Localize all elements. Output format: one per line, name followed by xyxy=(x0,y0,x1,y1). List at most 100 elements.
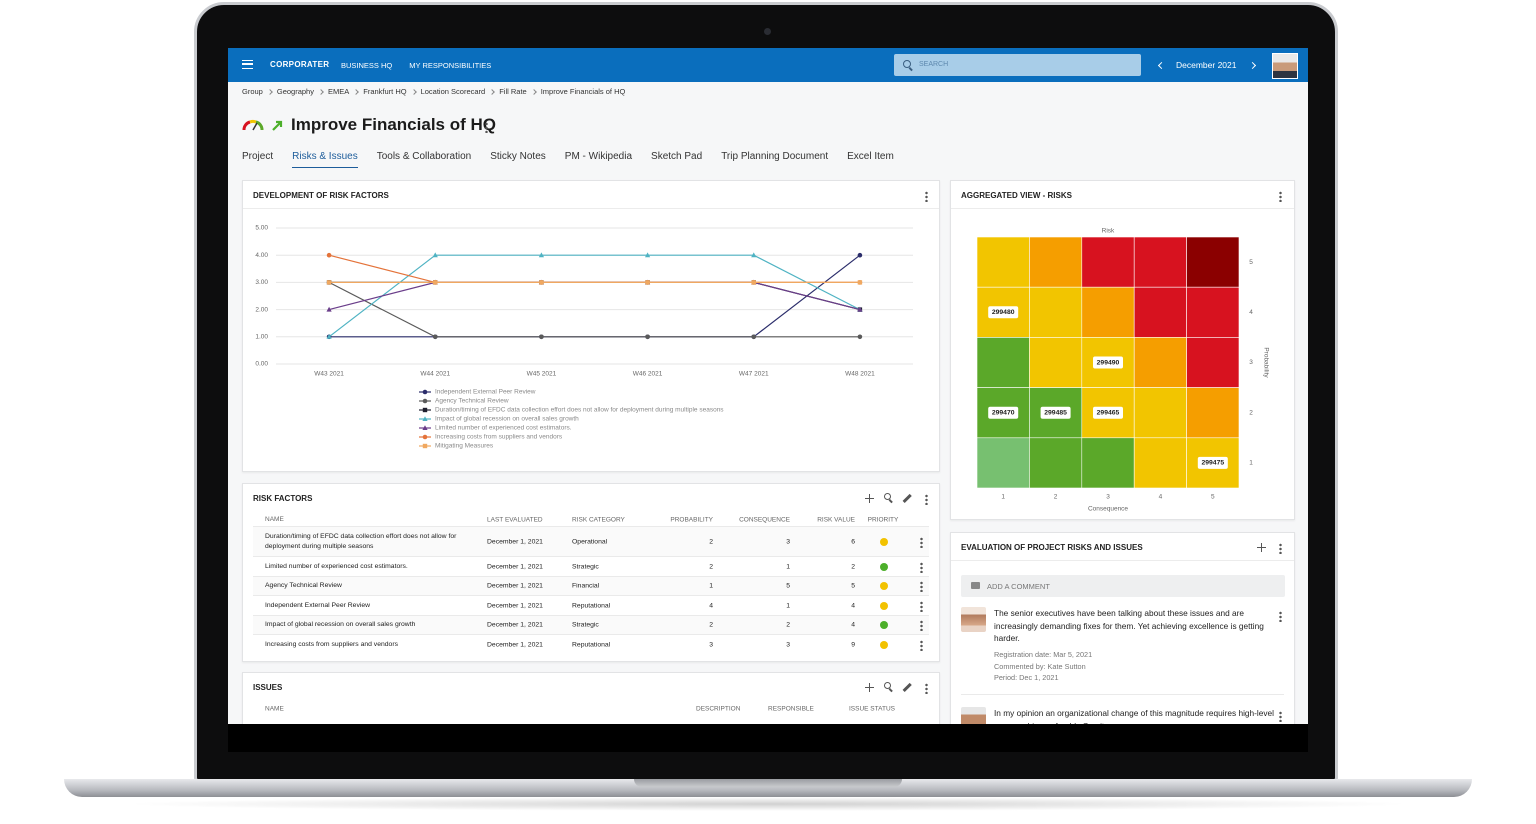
x-tick-label: W47 2021 xyxy=(739,371,769,378)
table-row[interactable]: Duration/timing of EFDC data collection … xyxy=(253,526,929,557)
table-row[interactable]: Increasing costs from suppliers and vend… xyxy=(253,634,929,655)
heat-cell xyxy=(1133,236,1187,288)
issues-panel: ISSUES NAME DESCRIPTION RESPONSIBLE ISSUE S… xyxy=(242,672,940,724)
risk-factors-panel: RISK FACTORS NAME LAST EVALUATED RISK CATE… xyxy=(242,483,940,662)
tab[interactable]: Excel Item xyxy=(847,151,894,162)
x-tick-label: W46 2021 xyxy=(633,371,663,378)
table-cell: Impact of global recession on overall sa… xyxy=(265,621,416,629)
x-tick-label: 3 xyxy=(1106,494,1110,501)
heat-cell xyxy=(1186,337,1240,388)
table-cell: 5 xyxy=(851,582,855,590)
table-row[interactable]: Limited number of experienced cost estim… xyxy=(253,556,929,577)
panel-menu[interactable] xyxy=(1279,543,1282,554)
row-menu[interactable] xyxy=(920,581,923,593)
table-cell: Duration/timing of EFDC data collection … xyxy=(265,533,457,550)
add-button[interactable] xyxy=(865,683,874,692)
row-menu[interactable] xyxy=(920,537,923,548)
y-tick-label: 1.00 xyxy=(255,334,268,341)
search-button[interactable] xyxy=(884,493,891,500)
table-cell: 3 xyxy=(786,538,790,546)
data-point xyxy=(539,280,544,285)
row-menu[interactable] xyxy=(920,639,923,651)
row-menu[interactable] xyxy=(920,561,923,573)
separator xyxy=(353,88,360,95)
period[interactable]: December 2021 xyxy=(1176,60,1237,70)
x-tick-label: W45 2021 xyxy=(527,371,557,378)
tab[interactable]: Sticky Notes xyxy=(490,151,546,162)
comment-menu[interactable] xyxy=(1279,711,1282,722)
table-cell: 2 xyxy=(786,621,790,629)
x-axis-label: Consequence xyxy=(1088,506,1128,513)
nav-item[interactable]: BUSINESS HQ xyxy=(341,61,393,70)
table-cell: 4 xyxy=(851,602,855,610)
table-row[interactable]: Independent External Peer Review December… xyxy=(253,595,929,616)
comment-avatar xyxy=(961,607,986,632)
heat-cell xyxy=(976,236,1030,288)
breadcrumb-item[interactable]: Geography xyxy=(276,87,314,96)
comment-detail: Registration date: Mar 5, 2021 xyxy=(994,650,1093,659)
tab[interactable]: Sketch Pad xyxy=(651,151,703,162)
next-period[interactable] xyxy=(1248,61,1257,70)
breadcrumb-item[interactable]: EMEA xyxy=(327,87,350,96)
tab[interactable]: PM - Wikipedia xyxy=(564,151,633,162)
panel-menu[interactable] xyxy=(1279,191,1282,202)
title-menu[interactable] xyxy=(485,122,488,133)
panel-menu[interactable] xyxy=(925,494,928,505)
laptop-notch xyxy=(634,779,902,787)
heat-cell xyxy=(1133,387,1187,439)
search-button[interactable] xyxy=(884,682,891,689)
table-cell: Agency Technical Review xyxy=(265,582,342,590)
table-row[interactable]: Agency Technical Review December 1, 2021 F… xyxy=(253,575,929,596)
panel-title: AGGREGATED VIEW - RISKS xyxy=(961,191,1072,200)
nav-item[interactable]: MY RESPONSIBILITIES xyxy=(409,61,492,70)
breadcrumb-item[interactable]: Location Scorecard xyxy=(420,87,486,96)
legend-marker xyxy=(422,407,428,413)
panel-title: EVALUATION OF PROJECT RISKS AND ISSUES xyxy=(961,543,1143,552)
cell-label: 299470 xyxy=(992,409,1015,416)
breadcrumb-item[interactable]: Fill Rate xyxy=(499,87,527,96)
tab[interactable]: Trip Planning Document xyxy=(721,151,829,162)
comment-menu[interactable] xyxy=(1279,611,1282,622)
table-cell: December 1, 2021 xyxy=(487,563,543,571)
legend-marker xyxy=(422,425,428,430)
add-button[interactable] xyxy=(865,494,874,503)
data-point xyxy=(326,334,332,339)
tab[interactable]: Risks & Issues xyxy=(292,151,358,168)
row-menu[interactable] xyxy=(920,620,923,632)
row-menu[interactable] xyxy=(920,600,923,612)
cell-badge xyxy=(1093,356,1123,369)
panel-menu[interactable] xyxy=(925,191,928,202)
legend-marker xyxy=(422,443,428,449)
priority-dot xyxy=(880,640,888,649)
heat-cell xyxy=(1081,236,1135,288)
breadcrumb-item[interactable]: Group xyxy=(242,87,263,96)
add-comment[interactable]: ADD A COMMENT xyxy=(961,575,1285,597)
table-cell: 1 xyxy=(786,563,790,571)
data-point xyxy=(857,252,863,258)
camera xyxy=(764,28,771,35)
add-button[interactable] xyxy=(1257,543,1266,552)
breadcrumb-item[interactable]: Frankfurt HQ xyxy=(363,87,407,96)
panel-menu[interactable] xyxy=(925,683,928,694)
prev-period[interactable] xyxy=(1157,61,1166,70)
data-point xyxy=(432,334,438,340)
issues-table: NAME DESCRIPTION RESPONSIBLE ISSUE STATUS xyxy=(243,673,939,724)
table-cell: Strategic xyxy=(572,563,599,571)
search-box[interactable]: SEARCH xyxy=(894,54,1141,76)
table-cell: 4 xyxy=(851,621,855,629)
tab[interactable]: Tools & Collaboration xyxy=(376,151,472,162)
search-placeholder: SEARCH xyxy=(919,61,949,68)
user-avatar[interactable] xyxy=(1272,53,1298,79)
table-header: NAME DESCRIPTION RESPONSIBLE ISSUE STATUS xyxy=(253,703,929,715)
data-point xyxy=(326,280,332,285)
cell-badge xyxy=(988,306,1019,319)
breadcrumb-item[interactable]: Improve Financials of HQ xyxy=(540,87,626,96)
table-row[interactable]: Impact of global recession on overall sa… xyxy=(253,614,929,635)
y-tick-label: 5 xyxy=(1249,259,1253,266)
table-header: NAME LAST EVALUATED RISK CATEGORY PROBABILI… xyxy=(253,514,929,526)
menu-button[interactable] xyxy=(242,60,253,69)
tab[interactable]: Project xyxy=(242,151,274,162)
chart-subtitle: Risk xyxy=(1102,228,1115,235)
brand[interactable]: CORPORATER xyxy=(270,60,330,69)
